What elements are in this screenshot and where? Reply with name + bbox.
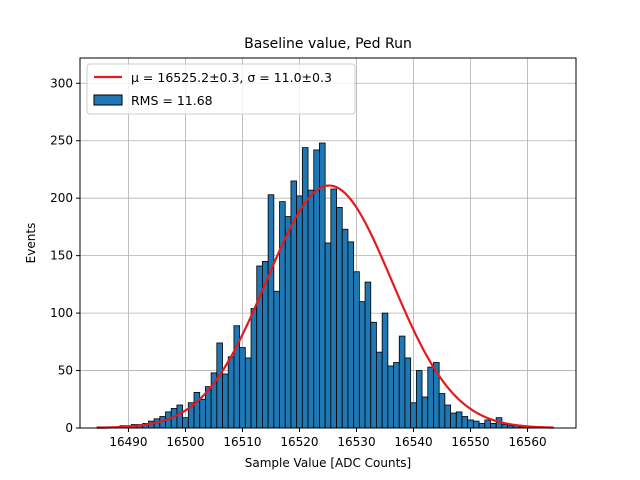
histogram-bar	[193, 391, 201, 429]
x-tick-label: 16560	[508, 435, 546, 449]
histogram-bar	[438, 393, 446, 429]
histogram-bar	[393, 362, 400, 429]
histogram-bar	[364, 281, 372, 429]
x-tick-label: 16510	[223, 435, 261, 449]
histogram-bar	[490, 423, 497, 429]
histogram-bar	[455, 411, 463, 429]
histogram-bar	[478, 423, 486, 429]
histogram-bar	[421, 396, 429, 429]
histogram-bar	[307, 189, 315, 429]
histogram-bar	[467, 419, 474, 429]
histogram-bar	[358, 301, 366, 429]
histogram-bar	[347, 241, 355, 429]
plot-frame	[79, 57, 577, 429]
gaussian-fit-curve	[97, 184, 554, 429]
y-tick-label: 0	[65, 421, 73, 435]
histogram-bar	[176, 404, 184, 429]
y-tick-label: 150	[50, 249, 73, 263]
histogram-bar	[267, 194, 275, 429]
histogram-bar	[484, 419, 491, 429]
legend-histogram-label: RMS = 11.68	[131, 93, 213, 108]
histogram-bar	[444, 404, 451, 429]
x-tick-label: 16520	[280, 435, 318, 449]
histogram-bar	[450, 412, 457, 429]
histogram-bar	[222, 373, 229, 429]
chart-title: Baseline value, Ped Run	[244, 36, 412, 52]
histogram-bar	[376, 351, 383, 429]
histogram-bar	[472, 420, 480, 429]
histogram-bar	[415, 370, 423, 429]
histogram-bar	[381, 312, 389, 429]
x-tick-label: 16490	[109, 435, 147, 449]
histogram-bar	[353, 271, 360, 429]
histogram-bar	[227, 356, 235, 429]
histogram-bar	[387, 365, 394, 429]
x-tick-label: 16550	[451, 435, 489, 449]
histogram-bar	[330, 188, 337, 429]
x-axis-ticks: 16490 16500 16510 16520 16530 16540 16550 16560	[109, 428, 547, 449]
histogram-bar	[410, 402, 417, 429]
histogram-bar	[324, 242, 332, 429]
histogram-bar	[279, 201, 286, 429]
x-tick-label: 16530	[337, 435, 375, 449]
histogram-bar	[182, 417, 189, 429]
legend-histogram-swatch	[93, 94, 123, 106]
histogram-bar	[398, 335, 406, 429]
histogram-bar	[199, 398, 206, 429]
histogram-bar	[250, 308, 258, 429]
y-tick-label: 100	[50, 306, 73, 320]
histogram-bar	[461, 416, 469, 429]
histogram-bar	[501, 424, 508, 429]
y-axis-ticks: 0 50 100 150 200 250 300	[50, 76, 80, 435]
legend-fit-label: μ = 16525.2±0.3, σ = 11.0±0.3	[131, 70, 332, 85]
legend-box	[86, 63, 356, 115]
y-tick-label: 200	[50, 191, 73, 205]
histogram-bar	[284, 216, 292, 429]
x-axis-label: Sample Value [ADC Counts]	[245, 456, 411, 470]
x-tick-label: 16540	[394, 435, 432, 449]
histogram-bar	[296, 195, 303, 429]
histogram-bar	[427, 366, 434, 429]
histogram-bar	[273, 290, 280, 429]
legend: μ = 16525.2±0.3, σ = 11.0±0.3 RMS = 11.6…	[86, 63, 356, 115]
histogram-bar	[239, 347, 246, 429]
x-tick-label: 16500	[166, 435, 204, 449]
histogram-bar	[404, 357, 412, 429]
y-tick-label: 50	[58, 364, 73, 378]
histogram-bar	[216, 342, 223, 429]
y-tick-label: 250	[50, 134, 73, 148]
histogram-bar	[370, 321, 377, 429]
histogram-bar	[244, 357, 252, 429]
y-tick-label: 300	[50, 76, 73, 90]
histogram-bar	[336, 206, 343, 429]
histogram-bar	[341, 228, 349, 429]
y-axis-label: Events	[24, 223, 38, 264]
histogram-bar	[301, 147, 309, 429]
